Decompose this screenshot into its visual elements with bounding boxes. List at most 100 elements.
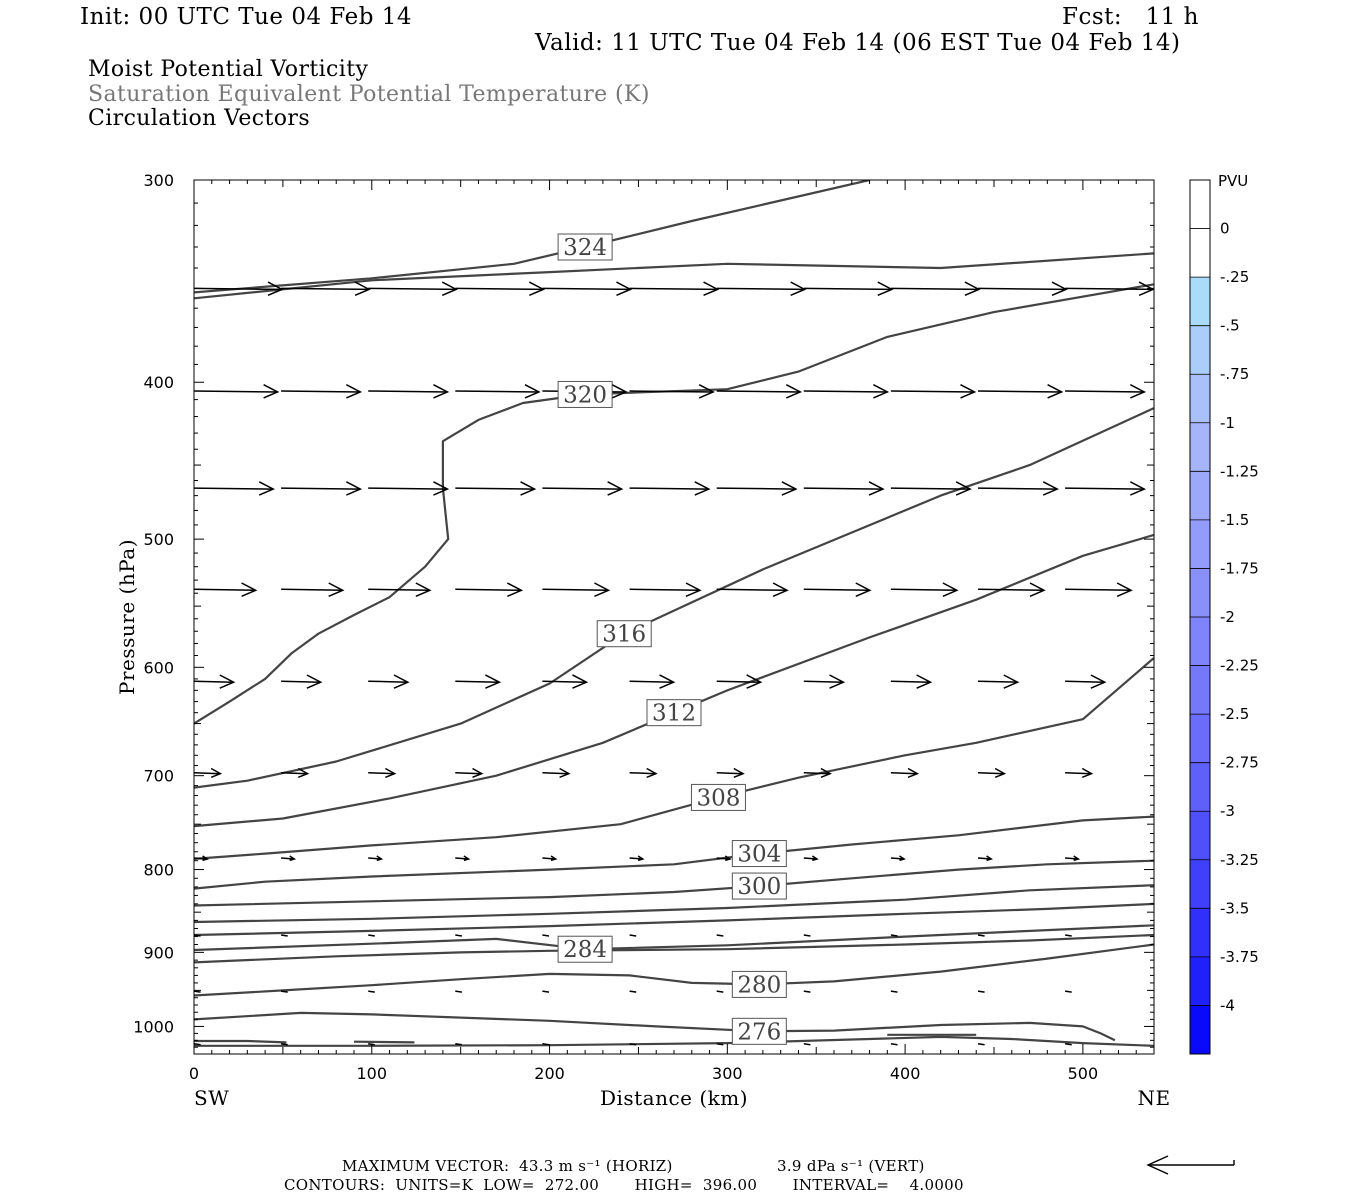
wind-vector (194, 934, 201, 937)
init-time: Init: 00 UTC Tue 04 Feb 14 (80, 4, 413, 30)
wind-vector-shaft (629, 771, 657, 775)
y-tick-labels: 300 400 500 600 700 800 900 1000 (133, 171, 174, 1036)
contour-label-320: 320 (563, 382, 607, 408)
wind-vector (542, 767, 571, 778)
wind-vector (542, 674, 589, 689)
contour-label-312: 312 (652, 701, 696, 727)
wind-vector-shaft (890, 287, 979, 291)
contour-line-316 (194, 407, 1154, 789)
wind-vector-shaft (542, 588, 609, 592)
contour-label-box-300 (731, 872, 787, 900)
pvu-colorbar: 0 -.25 -.5 -.75 -1 -1.25 -1.5 -1.75 -2 -2.25 -2.5 -… (1189, 179, 1259, 1055)
wind-vector (890, 674, 933, 689)
wind-vector (977, 481, 1059, 496)
wind-vector (194, 384, 280, 399)
wind-vector-shaft (629, 588, 701, 592)
max-vector-horiz: 43.3 m s⁻¹ (HORIZ) (519, 1157, 673, 1175)
colorbar-label: 0 (1220, 220, 1230, 238)
wind-vector (803, 1043, 811, 1046)
wind-vector-head (790, 281, 807, 297)
wind-vector-shaft (542, 857, 556, 860)
wind-vector-head (685, 582, 702, 598)
wind-vector-head (484, 674, 502, 689)
colorbar-label: -1.25 (1220, 462, 1259, 480)
wind-vector-head (289, 855, 297, 862)
wind-vector-head (345, 384, 363, 399)
wind-vector (281, 582, 345, 598)
wind-vector (716, 1043, 724, 1046)
wind-vector-shaft (542, 1043, 550, 1046)
wind-vector-shaft (803, 857, 818, 860)
contours-info: CONTOURS: UNITS=K LOW= 272.00 HIGH= 396.… (284, 1176, 964, 1194)
y-tick-label: 300 (143, 171, 174, 190)
colorbar-label: -2.75 (1220, 754, 1259, 772)
wind-vector (977, 1043, 985, 1046)
wind-vector (368, 767, 397, 778)
x-tick-label: 400 (890, 1064, 921, 1083)
wind-vector-shaft (368, 990, 375, 993)
wind-vector-shaft (629, 857, 643, 860)
wind-vector-head (1051, 281, 1068, 297)
wind-vector (1065, 481, 1147, 496)
wind-vector (977, 767, 1007, 778)
colorbar-label: -3 (1220, 802, 1235, 820)
wind-vector (1064, 1043, 1072, 1046)
field-title-vectors: Circulation Vectors (88, 106, 311, 131)
wind-vector (716, 767, 745, 778)
wind-vector-head (694, 481, 711, 496)
wind-vector (803, 855, 819, 862)
wind-vector-shaft (629, 680, 674, 683)
wind-vector-head (520, 481, 537, 496)
wind-vector-shaft (194, 487, 274, 490)
wind-vector-head (820, 767, 832, 778)
wind-vector (194, 281, 284, 297)
wind-vector (368, 855, 384, 862)
wind-vector-head (1138, 281, 1154, 297)
wind-vector (368, 934, 375, 937)
wind-vector-shaft (194, 857, 208, 860)
wind-vector (629, 582, 702, 598)
wind-vector (368, 990, 375, 993)
wind-vector (455, 1043, 463, 1046)
wind-vector (890, 384, 977, 399)
wind-vector-shaft (455, 588, 522, 592)
wind-vector-head (899, 855, 906, 862)
wind-vector-shaft (1064, 934, 1072, 937)
wind-vector-shaft (803, 1043, 811, 1046)
colorbar-segment (1190, 519, 1210, 569)
wind-vector-shaft (629, 390, 714, 393)
colorbar-segment (1190, 811, 1210, 861)
wind-vector-shaft (803, 680, 844, 683)
wind-vector-shaft (716, 934, 724, 937)
wind-vector-shaft (455, 934, 463, 937)
wind-vector-head (433, 481, 450, 496)
wind-vector-head (393, 674, 410, 689)
y-tick-label: 1000 (133, 1017, 174, 1036)
contour-label-box-304 (731, 840, 787, 868)
colorbar-segment (1190, 471, 1210, 521)
wind-vector-head (267, 281, 284, 297)
wind-vector (455, 674, 502, 689)
contour-label-box-308 (690, 783, 746, 811)
wind-vector (368, 384, 450, 399)
wind-vector (803, 767, 832, 778)
field-title-theta-es: Saturation Equivalent Potential Temperat… (88, 82, 650, 107)
contour-line-unlabeled-9 (194, 902, 1154, 937)
wind-vector-shaft (1065, 680, 1105, 683)
wind-vector-shaft (977, 934, 985, 937)
wind-vector (803, 674, 846, 689)
wind-vector-shaft (977, 771, 1005, 775)
wind-vector-shaft (368, 771, 395, 775)
wind-vector-head (241, 582, 258, 598)
wind-vector-shaft (542, 287, 631, 291)
wind-vector (281, 384, 363, 399)
wind-vector-shaft (803, 588, 870, 592)
colorbar-label: -.75 (1220, 365, 1249, 383)
wind-vector-shaft (542, 680, 587, 683)
wind-vector-head (942, 582, 959, 598)
wind-vector-shaft (280, 1043, 288, 1046)
wind-vector-shaft (280, 990, 288, 993)
wind-vector-head (306, 674, 323, 689)
wind-vector-shaft (1065, 857, 1079, 860)
wind-vector-shaft (1065, 390, 1145, 393)
